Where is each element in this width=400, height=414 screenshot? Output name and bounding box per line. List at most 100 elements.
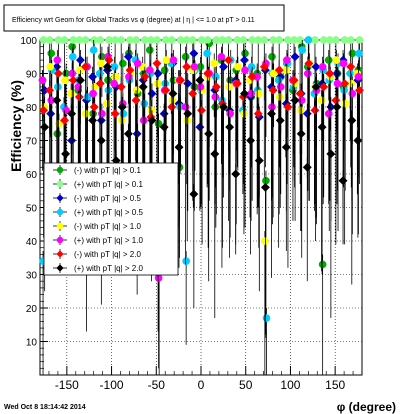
- legend-entry: (+) with pT |q| > 0.5: [53, 207, 143, 217]
- data-point: [217, 52, 226, 61]
- data-point: [118, 59, 127, 68]
- data-point: [326, 149, 336, 159]
- data-point: [174, 142, 184, 152]
- data-point: [338, 176, 348, 186]
- data-point: [89, 46, 98, 54]
- data-point: [183, 116, 192, 125]
- data-point: [82, 109, 90, 118]
- data-point: [111, 73, 120, 81]
- data-point: [317, 122, 327, 132]
- data-point: [139, 116, 148, 125]
- chart-title: Efficiency wrt Geom for Global Tracks vs…: [12, 17, 255, 24]
- series-8: [40, 56, 363, 335]
- data-point: [88, 115, 98, 125]
- data-point: [333, 79, 342, 88]
- legend-entry: (-) with pT |q| > 0.5: [53, 193, 141, 203]
- data-point: [96, 115, 106, 125]
- data-point: [239, 55, 250, 65]
- data-point: [289, 75, 299, 85]
- data-point: [247, 62, 256, 71]
- data-point: [290, 95, 300, 105]
- data-point: [188, 89, 198, 99]
- data-point: [332, 36, 340, 44]
- legend-marker: [56, 194, 64, 202]
- y-tick-label: 10: [26, 338, 38, 349]
- data-point: [76, 66, 84, 75]
- data-point: [53, 68, 63, 79]
- data-point: [110, 109, 120, 119]
- x-tick-label: -50: [148, 378, 166, 392]
- data-point: [182, 257, 191, 265]
- data-point: [110, 62, 119, 71]
- data-point: [161, 85, 171, 95]
- data-point: [75, 55, 85, 65]
- data-point: [281, 142, 291, 152]
- y-tick-label: 30: [26, 271, 38, 282]
- data-point: [262, 314, 271, 322]
- data-point: [145, 66, 154, 75]
- legend-box: [43, 162, 179, 276]
- data-point: [117, 36, 126, 44]
- data-point: [125, 65, 135, 75]
- data-point: [117, 116, 126, 125]
- data-point: [332, 56, 341, 64]
- data-point: [324, 109, 333, 118]
- data-point: [325, 68, 335, 79]
- legend-entry: (-) with pT |q| > 1.0: [53, 221, 141, 231]
- data-point: [131, 95, 141, 105]
- data-point: [268, 85, 278, 95]
- data-point: [45, 36, 54, 44]
- data-point: [196, 105, 207, 115]
- data-point: [68, 42, 77, 51]
- data-point: [140, 99, 149, 108]
- data-point: [348, 89, 357, 98]
- data-point: [123, 129, 133, 139]
- data-point: [153, 68, 163, 79]
- data-point: [245, 135, 256, 146]
- data-point: [240, 109, 248, 118]
- data-point: [116, 82, 126, 92]
- data-point: [319, 82, 329, 92]
- data-point: [60, 36, 69, 44]
- data-point: [266, 109, 277, 119]
- data-point: [67, 109, 77, 119]
- data-point: [138, 82, 148, 92]
- data-point: [110, 79, 118, 88]
- data-point: [203, 36, 212, 44]
- data-point: [346, 62, 356, 72]
- data-point: [261, 237, 269, 245]
- data-point: [254, 89, 263, 98]
- data-point: [98, 109, 106, 118]
- data-point: [296, 106, 305, 115]
- data-point: [203, 49, 211, 58]
- data-point: [61, 149, 71, 159]
- legend-marker: [56, 264, 64, 272]
- data-point: [147, 106, 156, 115]
- data-point: [46, 109, 56, 119]
- data-point: [160, 66, 169, 75]
- data-point: [145, 46, 154, 54]
- data-point: [59, 115, 70, 125]
- legend-label: (+) with pT |q| > 1.0: [74, 236, 143, 245]
- legend-marker: [56, 180, 64, 188]
- timestamp-footer: Wed Oct 8 18:14:42 2014: [4, 404, 86, 411]
- data-point: [152, 58, 162, 69]
- data-point: [96, 135, 106, 146]
- legend-marker: [56, 250, 64, 258]
- legend-label: (+) with pT |q| > 0.5: [74, 208, 143, 217]
- data-point: [102, 62, 112, 72]
- data-point: [224, 36, 233, 44]
- data-point: [234, 62, 242, 71]
- data-point: [247, 72, 257, 82]
- legend-entry: (+) with pT |q| > 0.1: [53, 179, 143, 189]
- data-point: [52, 95, 62, 105]
- data-point: [123, 52, 133, 62]
- data-point: [125, 73, 133, 81]
- data-point: [268, 52, 276, 61]
- y-tick-label: 80: [26, 103, 38, 114]
- data-point: [239, 36, 248, 44]
- data-point: [39, 105, 49, 115]
- y-tick-label: 90: [26, 70, 38, 81]
- data-point: [95, 69, 104, 78]
- data-point: [168, 89, 178, 99]
